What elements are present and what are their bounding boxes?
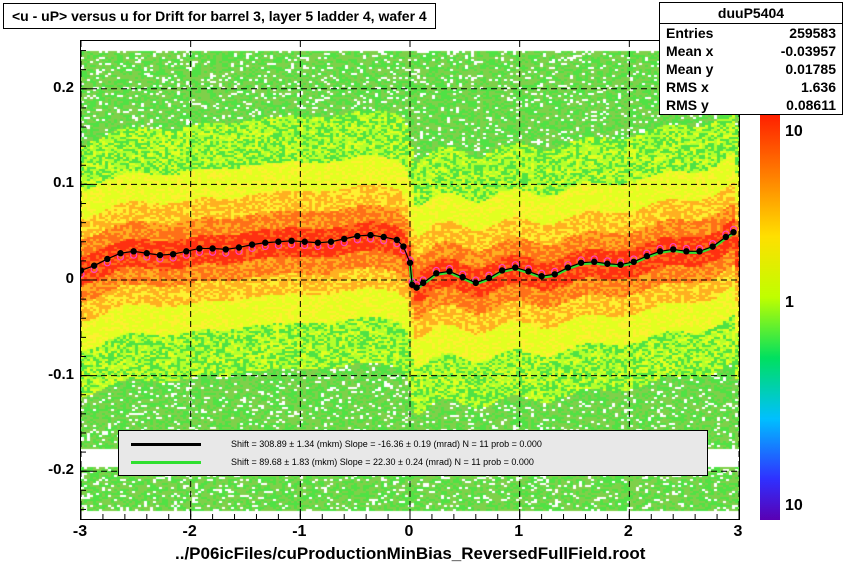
x-tick-label: 1 — [509, 523, 529, 541]
stats-row: RMS y 0.08611 — [660, 96, 842, 114]
legend-swatch — [131, 461, 201, 464]
stats-label: RMS x — [666, 79, 709, 95]
x-tick-label: 2 — [618, 523, 638, 541]
stats-row: Entries 259583 — [660, 24, 842, 42]
stats-value: 0.08611 — [786, 97, 836, 113]
stats-row: Mean x -0.03957 — [660, 42, 842, 60]
y-tick-label: -0.1 — [4, 366, 74, 383]
x-tick-label: -2 — [180, 523, 200, 541]
legend-row: Shift = 308.89 ± 1.34 (mkm) Slope = -16.… — [123, 435, 703, 453]
colorbar-tick-label: 10 — [785, 497, 803, 515]
legend-text: Shift = 308.89 ± 1.34 (mkm) Slope = -16.… — [231, 439, 542, 449]
x-tick-label: -3 — [70, 523, 90, 541]
x-tick-label: 3 — [728, 523, 748, 541]
stats-rows: Entries259583Mean x-0.03957Mean y 0.0178… — [660, 24, 842, 114]
y-tick-label: 0 — [4, 270, 74, 287]
y-tick-label: 0.2 — [4, 79, 74, 96]
y-tick-label: 0.1 — [4, 174, 74, 191]
x-tick-label: 0 — [399, 523, 419, 541]
legend-swatch — [131, 443, 201, 446]
stats-value: 0.01785 — [785, 61, 836, 77]
legend-row: Shift = 89.68 ± 1.83 (mkm) Slope = 22.30… — [123, 453, 703, 471]
stats-value: 259583 — [789, 25, 836, 41]
stats-label: RMS y — [666, 97, 709, 113]
stats-row: RMS x 1.636 — [660, 78, 842, 96]
colorbar — [760, 115, 780, 520]
chart-title-box: <u - uP> versus u for Drift for barrel 3… — [3, 3, 436, 29]
stats-value: -0.03957 — [781, 43, 836, 59]
stats-box: duuP5404 Entries259583Mean x-0.03957Mean… — [659, 2, 843, 115]
colorbar-tick-label: 10 — [785, 123, 803, 141]
stats-row: Mean y 0.01785 — [660, 60, 842, 78]
legend-text: Shift = 89.68 ± 1.83 (mkm) Slope = 22.30… — [231, 457, 534, 467]
file-caption: ../P06icFiles/cuProductionMinBias_Revers… — [175, 544, 645, 564]
stats-label: Mean y — [666, 61, 713, 77]
x-tick-label: -1 — [289, 523, 309, 541]
colorbar-tick-label: 1 — [785, 294, 794, 312]
y-tick-label: -0.2 — [4, 461, 74, 478]
fit-legend: Shift = 308.89 ± 1.34 (mkm) Slope = -16.… — [118, 430, 708, 476]
stats-value: 1.636 — [801, 79, 836, 95]
stats-name: duuP5404 — [660, 3, 842, 24]
stats-label: Mean x — [666, 43, 713, 59]
chart-title: <u - uP> versus u for Drift for barrel 3… — [12, 8, 427, 24]
stats-label: Entries — [666, 25, 713, 41]
